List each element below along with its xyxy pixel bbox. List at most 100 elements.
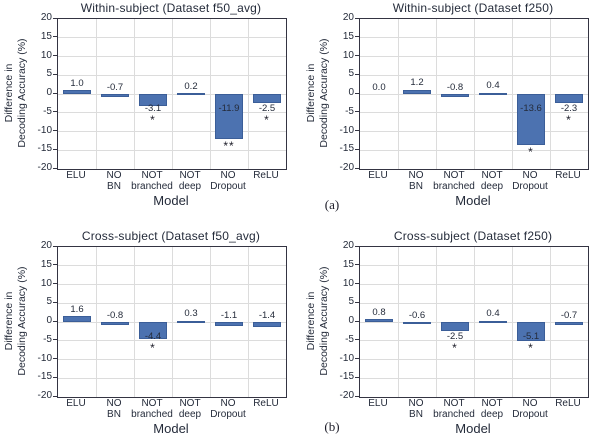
x-tick-label-line2: branched	[131, 181, 173, 192]
v-gridline	[133, 247, 135, 397]
bar	[441, 322, 469, 332]
plot-area: 1.6 -0.8 -4.4 * 0.3 -1.1 -1.4	[57, 246, 287, 398]
y-axis-label-line1: Difference in	[305, 63, 317, 123]
y-tick-mark	[355, 376, 359, 378]
y-tick-mark	[53, 167, 57, 169]
y-tick-label: -20	[339, 390, 354, 401]
chart-within-subject-f250: Within-subject (Dataset f250) Difference…	[302, 0, 603, 212]
bar	[177, 93, 205, 95]
x-tick-label: NO	[408, 170, 424, 181]
x-tick-label: NOT	[481, 170, 503, 181]
bar-value-label: -0.7	[106, 81, 124, 93]
bar	[101, 322, 129, 325]
bar-value-label: 0.2	[184, 80, 198, 92]
bar-value-label: 1.6	[70, 303, 84, 315]
y-tick-mark	[53, 395, 57, 397]
y-tick-label: -10	[37, 352, 52, 364]
y-tick-mark	[53, 130, 57, 131]
y-tick-label: 5	[348, 296, 354, 308]
y-tick-label: -20	[37, 162, 52, 173]
plot-area: 1.0 -0.7 -3.1 * 0.2 -11.9 ** -2.5 *	[57, 18, 287, 170]
x-tick-label-line2: deep	[178, 181, 202, 192]
x-tick-label-line2: Dropout	[512, 181, 548, 192]
y-tick-label: 20	[342, 240, 354, 251]
chart-title: Cross-subject (Dataset f50_avg)	[81, 229, 261, 243]
y-tick-label: 15	[342, 258, 354, 270]
y-tick-label: -15	[37, 371, 52, 383]
chart-cross-subject-f250: Cross-subject (Dataset f250) Difference …	[302, 228, 603, 440]
bar-value-label: -0.8	[106, 309, 124, 321]
significance-marker: *	[566, 112, 572, 127]
bar	[215, 322, 243, 327]
y-tick-mark	[53, 17, 57, 19]
y-tick-mark	[53, 36, 57, 38]
y-tick-mark	[355, 167, 359, 169]
bar-value-label: -5.1	[522, 331, 540, 342]
significance-marker: *	[150, 112, 156, 127]
y-tick-label: 15	[40, 258, 52, 270]
x-tick-label: NOT	[443, 398, 465, 409]
v-gridline	[247, 19, 249, 169]
bar	[479, 320, 507, 323]
significance-marker: *	[264, 112, 270, 127]
y-tick-label: -10	[339, 352, 354, 364]
bar	[215, 94, 243, 139]
y-tick-label: -20	[37, 390, 52, 401]
x-tick-label-line2: deep	[480, 181, 504, 192]
y-tick-mark	[355, 17, 359, 19]
x-tick-label-line2: BN	[409, 409, 423, 420]
y-axis-label-line1: Difference in	[3, 291, 15, 351]
bar-value-label: -2.5	[446, 331, 464, 342]
x-tick-label: NOT	[141, 170, 163, 181]
x-tick-label: NOT	[179, 398, 201, 409]
bar-value-label: -1.1	[220, 309, 238, 321]
bar-value-label: 1.2	[410, 77, 424, 88]
chart-title: Within-subject (Dataset f250)	[392, 1, 554, 15]
bar	[63, 90, 91, 94]
y-tick-mark	[355, 36, 359, 38]
x-tick-label-line2: deep	[178, 409, 202, 420]
y-tick-label: 5	[46, 68, 52, 80]
bar-value-label: -3.1	[144, 103, 162, 114]
bar-value-label: -0.6	[408, 309, 426, 321]
significance-marker: **	[223, 138, 235, 153]
bar	[177, 320, 205, 323]
bar	[403, 322, 431, 325]
y-tick-mark	[53, 339, 57, 341]
y-axis-label-line1: Difference in	[3, 63, 15, 123]
x-tick-label-line2: deep	[480, 409, 504, 420]
y-tick-mark	[53, 376, 57, 378]
x-axis-title: Model	[455, 421, 491, 436]
x-tick-label: ELU	[66, 398, 86, 409]
bar-value-label: -11.9	[218, 103, 240, 114]
v-gridline	[473, 19, 475, 169]
y-tick-label: 15	[40, 30, 52, 42]
y-tick-label: 10	[40, 277, 52, 289]
v-gridline	[95, 19, 97, 169]
y-tick-label: 5	[348, 68, 354, 80]
bar-value-label: 0.0	[372, 81, 386, 93]
v-gridline	[435, 19, 437, 169]
y-tick-mark	[355, 148, 359, 150]
x-tick-label-line2: branched	[433, 181, 475, 192]
y-tick-mark	[355, 92, 359, 94]
x-tick-label: NOT	[481, 398, 503, 409]
bar	[441, 94, 469, 97]
x-tick-label: ELU	[66, 170, 86, 181]
y-tick-mark	[355, 320, 359, 322]
y-tick-mark	[355, 73, 359, 75]
x-axis-title: Model	[455, 193, 491, 208]
bar-value-label: -13.6	[520, 103, 542, 114]
v-gridline	[171, 19, 173, 169]
y-tick-mark	[53, 320, 57, 322]
v-gridline	[511, 19, 513, 169]
x-tick-label-line2: Dropout	[210, 181, 246, 192]
v-gridline	[397, 247, 399, 397]
x-tick-label: ReLU	[253, 398, 279, 409]
y-tick-label: 20	[40, 240, 52, 251]
x-tick-label-line2: Dropout	[512, 409, 548, 420]
y-tick-label: 10	[40, 49, 52, 61]
x-tick-label: ReLU	[555, 170, 581, 181]
y-tick-mark	[355, 395, 359, 397]
